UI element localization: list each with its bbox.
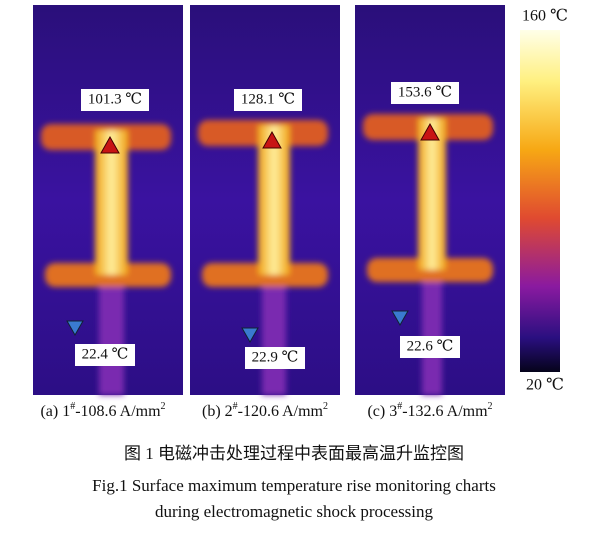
colorbar bbox=[520, 30, 560, 372]
label-box bbox=[391, 82, 459, 104]
colorbar-max: 160 ℃ bbox=[522, 8, 568, 25]
rod-lower bbox=[262, 275, 286, 395]
panel-caption: (c) 3#-132.6 A/mm2 bbox=[367, 401, 492, 420]
min-temperature: 22.4 ℃ bbox=[82, 346, 129, 362]
max-temperature: 128.1 ℃ bbox=[241, 91, 295, 107]
heat-shape bbox=[198, 120, 328, 395]
superscript: # bbox=[233, 401, 238, 412]
label-box bbox=[81, 89, 149, 111]
caption-text: (c) 3 bbox=[367, 403, 397, 420]
superscript: # bbox=[70, 401, 75, 412]
label-box bbox=[245, 347, 305, 369]
thermal-panel: 153.6 ℃ 22.6 ℃ bbox=[355, 5, 505, 395]
max-temperature: 101.3 ℃ bbox=[88, 91, 142, 107]
panel-caption: (b) 2#-120.6 A/mm2 bbox=[202, 401, 328, 420]
caption-zh: 图 1 电磁冲击处理过程中表面最高温升监控图 bbox=[124, 444, 464, 463]
panel-caption: (a) 1#-108.6 A/mm2 bbox=[40, 401, 165, 420]
rod-lower bbox=[422, 270, 442, 395]
caption-text: -108.6 A/mm bbox=[75, 403, 161, 420]
rod-lower bbox=[99, 275, 124, 395]
thermal-panel: 101.3 ℃ 22.4 ℃ bbox=[33, 5, 183, 395]
max-temperature: 153.6 ℃ bbox=[398, 84, 452, 100]
caption-text: (b) 2 bbox=[202, 403, 233, 420]
rod-hot bbox=[95, 130, 128, 275]
rod-hot bbox=[418, 118, 446, 270]
min-marker bbox=[66, 320, 84, 337]
max-marker bbox=[262, 130, 282, 149]
heat-shape bbox=[363, 114, 493, 395]
heat-shape bbox=[41, 124, 171, 395]
superscript: 2 bbox=[488, 401, 493, 412]
min-marker bbox=[241, 327, 259, 344]
caption-text: -132.6 A/mm bbox=[402, 403, 488, 420]
min-temperature: 22.6 ℃ bbox=[407, 338, 454, 354]
min-marker bbox=[391, 310, 409, 327]
colorbar-min: 20 ℃ bbox=[526, 377, 564, 394]
min-temperature: 22.9 ℃ bbox=[252, 349, 299, 365]
caption-en-2: during electromagnetic shock processing bbox=[155, 502, 434, 521]
superscript: # bbox=[397, 401, 402, 412]
label-box bbox=[75, 344, 135, 366]
caption-text: (a) 1 bbox=[40, 403, 70, 420]
label-box bbox=[400, 336, 460, 358]
label-box bbox=[234, 89, 302, 111]
superscript: 2 bbox=[161, 401, 166, 412]
rod-hot bbox=[258, 125, 290, 275]
max-marker bbox=[420, 122, 440, 141]
thermal-panel: 128.1 ℃ 22.9 ℃ bbox=[190, 5, 340, 395]
caption-en-1: Fig.1 Surface maximum temperature rise m… bbox=[92, 476, 496, 495]
superscript: 2 bbox=[323, 401, 328, 412]
max-marker bbox=[100, 135, 120, 154]
caption-text: -120.6 A/mm bbox=[238, 403, 324, 420]
